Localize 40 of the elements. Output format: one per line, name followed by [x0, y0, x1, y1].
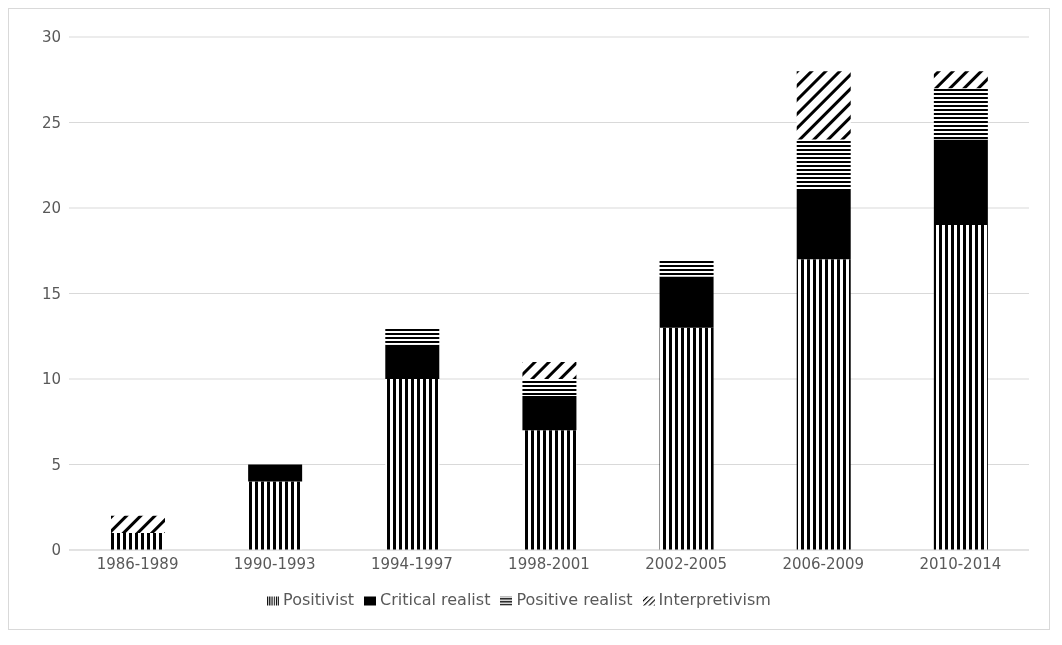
y-tick-label: 20 [41, 199, 61, 218]
x-tick-label: 1990-1993 [233, 554, 316, 573]
y-tick-label: 5 [51, 455, 61, 474]
y-tick-label: 0 [51, 541, 61, 560]
bar [933, 88, 988, 140]
bar [796, 259, 851, 550]
legend-label: Interpretivism [658, 590, 771, 609]
legend-label: Positivist [283, 590, 354, 609]
bar [796, 71, 851, 140]
bar [933, 71, 988, 89]
bar [111, 532, 165, 550]
y-tick-label: 25 [41, 113, 61, 132]
bar [385, 327, 440, 345]
bar [659, 276, 714, 328]
x-tick-label: 2006-2009 [782, 554, 865, 573]
bar [385, 344, 440, 379]
bar [522, 379, 577, 397]
y-tick-label: 15 [41, 284, 61, 303]
legend-label: Positive realist [516, 590, 633, 609]
bar [796, 190, 851, 260]
bar [522, 396, 577, 431]
x-tick-label: 1998-2001 [508, 554, 590, 573]
bar [385, 379, 440, 550]
x-tick-label: 2010-2014 [919, 554, 1002, 573]
bar [933, 225, 988, 550]
x-tick-label: 1994-1997 [370, 554, 453, 573]
bar [111, 515, 165, 533]
x-tick-label: 1986-1989 [96, 554, 179, 573]
bar [933, 139, 988, 226]
bar [248, 464, 303, 482]
bar [248, 481, 303, 550]
x-tick-label: 2002-2005 [645, 554, 728, 573]
bar [659, 327, 714, 550]
y-tick-label: 30 [41, 28, 61, 47]
y-tick-label: 10 [41, 370, 61, 389]
bar [522, 430, 577, 550]
bar [522, 361, 577, 379]
legend-label: Critical realist [379, 590, 491, 609]
bar [659, 259, 714, 277]
bar [796, 139, 851, 191]
